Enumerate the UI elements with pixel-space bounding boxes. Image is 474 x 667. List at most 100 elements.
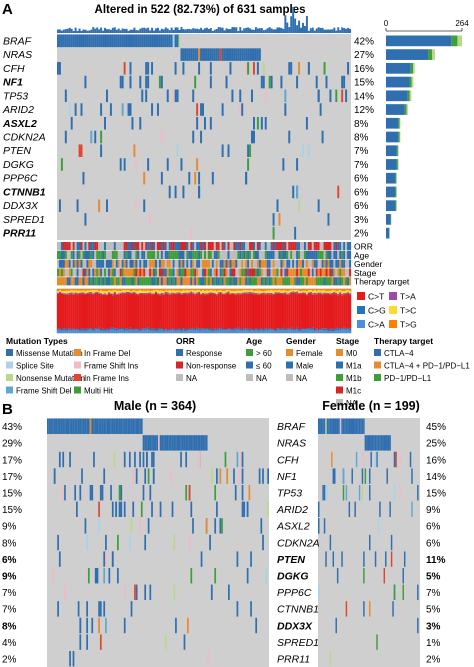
clinical-cell	[129, 268, 132, 277]
titv-bar	[256, 290, 259, 294]
titv-bar	[149, 293, 152, 330]
titv-bar	[129, 289, 132, 292]
clinical-cell	[245, 277, 248, 286]
titv-bar	[227, 289, 230, 292]
clinical-cell	[200, 277, 203, 286]
tmb-bar	[307, 30, 310, 33]
titv-bar	[311, 294, 314, 328]
tmb-bar	[300, 27, 302, 33]
oncoplot-male-cell	[142, 485, 145, 501]
titv-bar	[190, 290, 193, 292]
oncoplot-a-cell	[284, 103, 287, 116]
clinical-cell	[329, 250, 332, 259]
clinical-cell	[262, 242, 265, 251]
oncoplot-male-cell	[149, 435, 152, 451]
oncoplot-male-cell	[241, 468, 244, 484]
titv-bar	[131, 293, 134, 330]
tmb-bar	[133, 27, 136, 33]
titv-bar	[307, 293, 310, 329]
titv-bar	[194, 289, 197, 291]
titv-bar	[235, 328, 238, 330]
gene-count-bar-multihit	[428, 49, 433, 60]
female-percent: 5%	[426, 572, 441, 583]
titv-bar	[233, 289, 236, 291]
oncoplot-male-cell	[86, 601, 88, 617]
clinical-cell	[92, 259, 95, 268]
oncoplot-a-cell	[70, 34, 73, 48]
titv-bar	[205, 290, 209, 294]
titv-bar	[223, 289, 226, 292]
tmb-bar	[178, 29, 181, 33]
clinical-cell	[100, 242, 103, 251]
titv-bar	[82, 330, 85, 333]
titv-bar	[213, 293, 216, 329]
oncoplot-a-cell	[288, 130, 291, 144]
titv-bar	[155, 290, 158, 292]
clinical-cell	[174, 259, 177, 268]
titv-bar	[194, 329, 197, 331]
titv-bar	[123, 331, 126, 333]
titv-bar	[198, 290, 201, 292]
titv-bar	[196, 329, 199, 333]
tmb-bar	[313, 30, 316, 33]
titv-bar	[213, 328, 216, 331]
clinical-cell	[102, 242, 105, 251]
titv-bar	[135, 290, 138, 294]
oncoplot-a-cell	[131, 34, 134, 48]
titv-bar	[84, 294, 87, 330]
titv-bar	[94, 290, 97, 293]
clinical-cell	[86, 250, 89, 259]
clinical-cell	[347, 268, 350, 277]
oncoplot-a-cell	[264, 89, 267, 103]
gene-count-bar	[386, 117, 399, 129]
titv-bar	[115, 293, 118, 295]
titv-bar	[280, 293, 283, 294]
clinical-cell	[58, 242, 62, 251]
clinical-cell	[74, 268, 77, 277]
tmb-bar	[217, 27, 220, 33]
titv-bar	[276, 289, 279, 291]
titv-bar	[221, 294, 224, 330]
oncoplot-male-cell	[105, 617, 107, 634]
male-percent: 43%	[2, 422, 22, 433]
clinical-cell	[141, 250, 144, 259]
titv-bar	[327, 289, 330, 291]
gene-count-bar-multihit	[404, 104, 407, 115]
oncoplot-male-cell	[147, 435, 150, 451]
clinical-cell	[119, 277, 122, 286]
clinical-cell	[153, 268, 156, 277]
clinical-cell	[264, 259, 267, 268]
oncoplot-male-cell	[255, 617, 258, 634]
clinical-cell	[121, 242, 124, 251]
clinical-cell	[84, 277, 87, 286]
clinical-cell	[139, 259, 142, 268]
tmb-bar	[90, 29, 93, 33]
titv-bar	[160, 290, 163, 293]
oncoplot-female-cell	[341, 551, 343, 567]
titv-bar	[166, 329, 169, 332]
clinical-cell	[127, 277, 130, 286]
clinical-cell	[164, 268, 167, 277]
tmb-bar	[245, 27, 248, 33]
oncoplot-male-cell	[188, 534, 191, 551]
clinical-cell	[92, 242, 95, 251]
titv-bar	[88, 290, 91, 293]
oncoplot-male-cell	[144, 534, 147, 551]
tmb-bar	[186, 28, 189, 33]
oncoplot-a-cell	[258, 48, 261, 61]
titv-bar	[333, 292, 336, 294]
oncoplot-male-cell	[128, 534, 131, 551]
titv-bar	[294, 330, 297, 333]
gene-count-axis-max: 264	[455, 19, 469, 28]
panel-a-percent-labels: 42%27%16%15%14%12%8%8%7%7%6%6%6%3%2%	[354, 36, 374, 239]
titv-bar	[192, 293, 195, 329]
clinical-cell	[188, 277, 191, 286]
clinical-cell	[213, 250, 216, 259]
oncoplot-a-cell	[168, 34, 171, 48]
clinical-cell	[68, 277, 71, 286]
gene-percent: 6%	[354, 174, 369, 185]
titv-bar	[190, 328, 193, 331]
tmb-bar	[247, 27, 250, 33]
clinical-tracks	[57, 242, 352, 286]
clinical-cell	[80, 268, 83, 277]
